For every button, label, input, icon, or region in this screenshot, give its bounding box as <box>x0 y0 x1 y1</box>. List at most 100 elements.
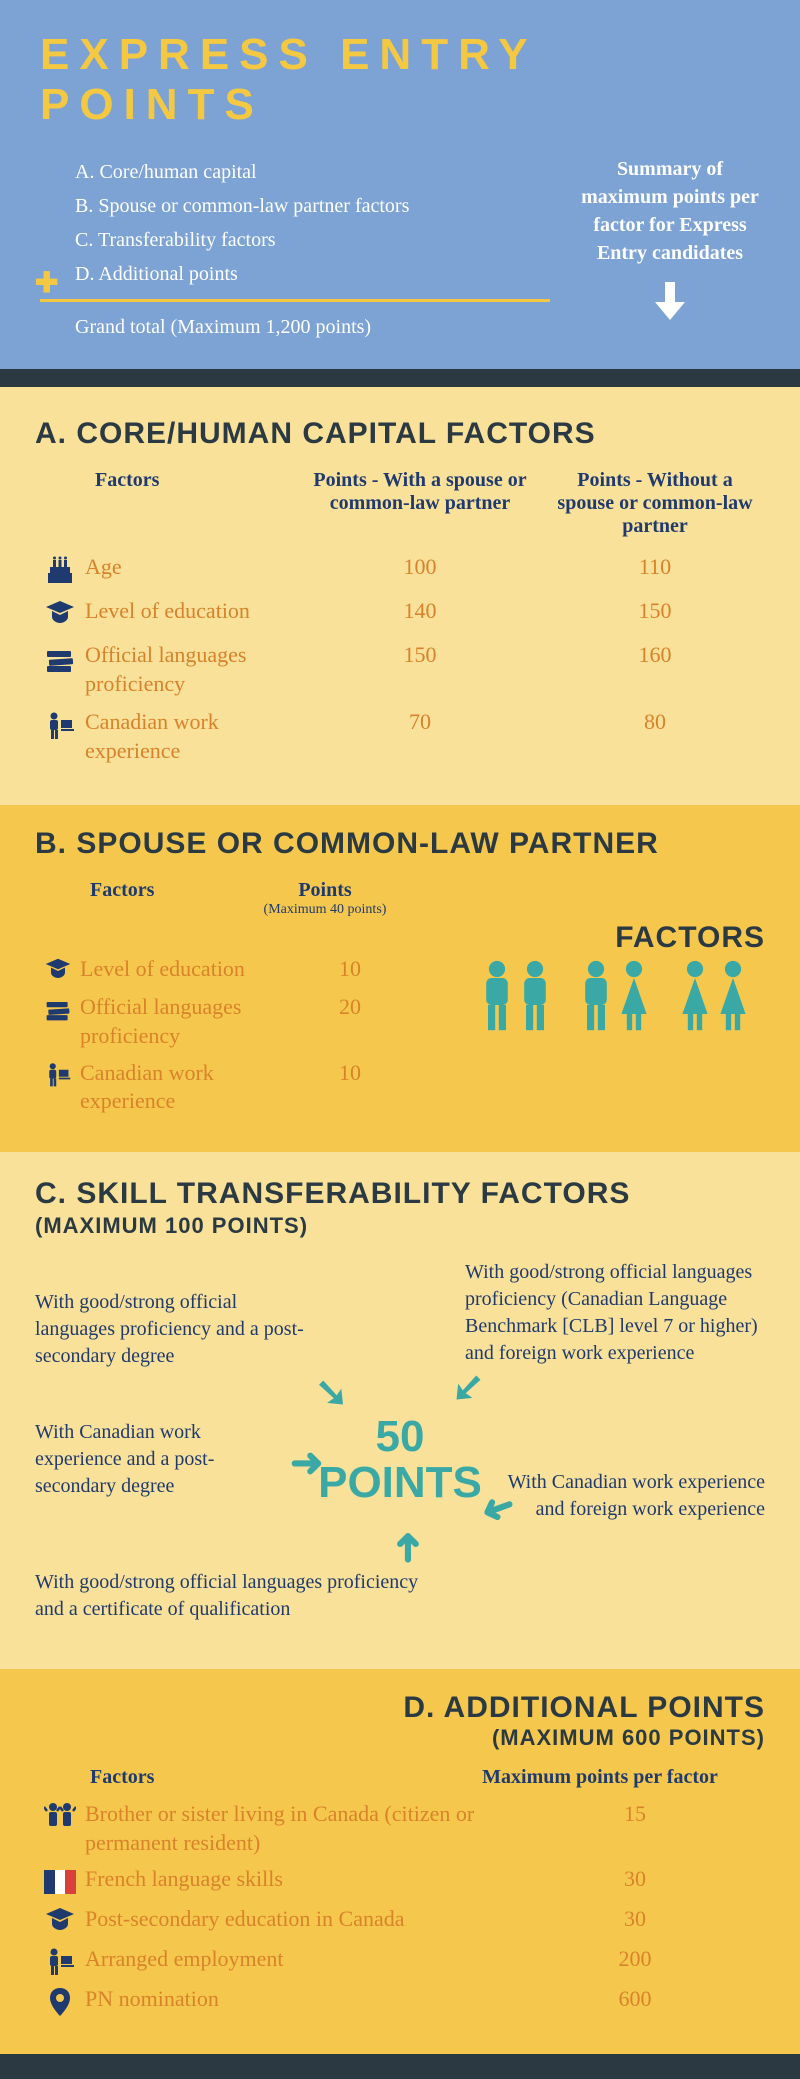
d-col-max: Maximum points per factor <box>435 1766 765 1789</box>
factor-b: B. Spouse or common-law partner factors <box>75 189 550 223</box>
c-item-1: With good/strong official languages prof… <box>35 1289 315 1370</box>
col-without: Points - Without a spouse or common-law … <box>545 469 765 538</box>
factor-summary-list: ✚ A. Core/human capital B. Spouse or com… <box>40 155 550 344</box>
label-lang: Official languages proficiency <box>85 641 295 698</box>
map-pin-icon <box>44 1986 76 2018</box>
couple-icons <box>465 955 765 1032</box>
c-item-5: With good/strong official languages prof… <box>35 1569 435 1623</box>
pts-with-work: 70 <box>295 708 545 737</box>
row-age: Age 100 110 <box>35 553 765 587</box>
label-edu: Level of education <box>85 597 295 626</box>
c-center-label: POINTS <box>318 1460 482 1506</box>
row-d-employ: Arranged employment 200 <box>35 1944 765 1978</box>
row-b-edu: Level of education 10 <box>35 955 465 985</box>
c-center-number: 50 <box>318 1414 482 1460</box>
c-item-2: With good/strong official languages prof… <box>465 1259 765 1367</box>
d-label-employ: Arranged employment <box>85 1944 505 1974</box>
arrow-icon: ➜ <box>290 1439 324 1486</box>
graduate-icon <box>44 599 76 631</box>
row-d-sibling: Brother or sister living in Canada (citi… <box>35 1799 765 1858</box>
books-icon <box>44 643 76 675</box>
row-b-lang: Official languages proficiency 20 <box>35 993 465 1050</box>
row-work: Canadian work experience 70 80 <box>35 708 765 765</box>
section-c-sub: (MAXIMUM 100 POINTS) <box>35 1213 765 1239</box>
couple-mm-icon <box>479 960 553 1032</box>
books-icon <box>44 995 72 1023</box>
section-d-sub: (MAXIMUM 600 POINTS) <box>35 1725 765 1751</box>
b-label-edu: Level of education <box>80 955 285 984</box>
header-content: ✚ A. Core/human capital B. Spouse or com… <box>40 155 760 344</box>
bh-points-label: Points <box>298 879 351 901</box>
row-b-work: Canadian work experience 10 <box>35 1059 465 1116</box>
divider-line <box>40 299 550 302</box>
d-label-french: French language skills <box>85 1864 505 1894</box>
factor-c: C. Transferability factors <box>75 223 550 257</box>
pts-without-edu: 150 <box>545 597 765 626</box>
desk-work-icon <box>44 1061 72 1089</box>
c-item-3: With Canadian work experience and a post… <box>35 1419 285 1500</box>
pts-with-edu: 140 <box>295 597 545 626</box>
section-c: C. SKILL TRANSFERABILITY FACTORS (MAXIMU… <box>0 1152 800 1669</box>
plus-icon: ✚ <box>35 260 58 308</box>
b-label-lang: Official languages proficiency <box>80 993 285 1050</box>
desk-work-icon <box>44 710 76 742</box>
separator-bar <box>0 369 800 387</box>
pts-with-age: 100 <box>295 553 545 582</box>
family-icon <box>44 1801 76 1833</box>
b-headers: Factors Points (Maximum 40 points) <box>35 879 605 918</box>
d-pts-postsec: 30 <box>505 1904 765 1934</box>
d-headers: Factors Maximum points per factor <box>35 1766 765 1789</box>
section-b-heading-right: FACTORS <box>615 921 765 955</box>
b-pts-lang: 20 <box>285 993 415 1022</box>
factor-a: A. Core/human capital <box>75 155 550 189</box>
desk-work-icon <box>44 1946 76 1978</box>
row-language: Official languages proficiency 150 160 <box>35 641 765 698</box>
cake-icon <box>44 555 76 587</box>
pts-without-age: 110 <box>545 553 765 582</box>
col-factors: Factors <box>35 469 295 538</box>
arrow-icon: ➘ <box>451 1364 485 1411</box>
footer-bar <box>0 2054 800 2079</box>
bh-factors: Factors <box>35 879 235 902</box>
graduate-icon <box>44 957 72 985</box>
d-label-sibling: Brother or sister living in Canada (citi… <box>85 1799 505 1858</box>
factor-d: D. Additional points <box>75 257 550 291</box>
summary-text: Summary of maximum points per factor for… <box>580 155 760 267</box>
c-diagram: With good/strong official languages prof… <box>35 1259 765 1639</box>
table-a: Factors Points - With a spouse or common… <box>35 469 765 765</box>
pts-without-lang: 160 <box>545 641 765 670</box>
c-center: 50 POINTS <box>318 1414 482 1506</box>
arrow-icon: ➘ <box>315 1369 349 1416</box>
c-item-4: With Canadian work experience and foreig… <box>505 1469 765 1523</box>
bh-points-sub: (Maximum 40 points) <box>235 902 415 918</box>
d-pts-french: 30 <box>505 1864 765 1894</box>
label-work: Canadian work experience <box>85 708 295 765</box>
section-a-heading: A. CORE/HUMAN CAPITAL FACTORS <box>35 417 765 451</box>
section-b-heading: B. SPOUSE OR COMMON-LAW PARTNER <box>35 827 765 861</box>
section-d: D. ADDITIONAL POINTS (MAXIMUM 600 POINTS… <box>0 1669 800 2054</box>
d-label-pn: PN nomination <box>85 1984 505 2014</box>
section-b: B. SPOUSE OR COMMON-LAW PARTNER Factors … <box>0 805 800 1151</box>
b-pts-edu: 10 <box>285 955 415 984</box>
bh-points: Points (Maximum 40 points) <box>235 879 415 918</box>
down-arrow-icon <box>580 282 760 320</box>
row-education: Level of education 140 150 <box>35 597 765 631</box>
section-d-heading: D. ADDITIONAL POINTS <box>35 1691 765 1725</box>
b-rows: Level of education 10 Official languages… <box>35 955 465 1123</box>
d-pts-sibling: 15 <box>505 1799 765 1829</box>
row-d-french: French language skills 30 <box>35 1864 765 1898</box>
row-d-postsec: Post-secondary education in Canada 30 <box>35 1904 765 1938</box>
graduate-icon <box>44 1906 76 1938</box>
d-col-factors: Factors <box>35 1766 435 1789</box>
summary-block: Summary of maximum points per factor for… <box>580 155 760 344</box>
d-label-postsec: Post-secondary education in Canada <box>85 1904 505 1934</box>
section-b-subhead: Factors Points (Maximum 40 points) FACTO… <box>35 879 765 955</box>
section-a: A. CORE/HUMAN CAPITAL FACTORS Factors Po… <box>0 387 800 805</box>
b-pts-work: 10 <box>285 1059 415 1088</box>
col-with: Points - With a spouse or common-law par… <box>295 469 545 538</box>
row-d-pn: PN nomination 600 <box>35 1984 765 2018</box>
header-section: EXPRESS ENTRY POINTS ✚ A. Core/human cap… <box>0 0 800 369</box>
arrow-icon: ➜ <box>383 1530 430 1564</box>
label-age: Age <box>85 553 295 582</box>
couple-mf-icon <box>578 960 652 1032</box>
